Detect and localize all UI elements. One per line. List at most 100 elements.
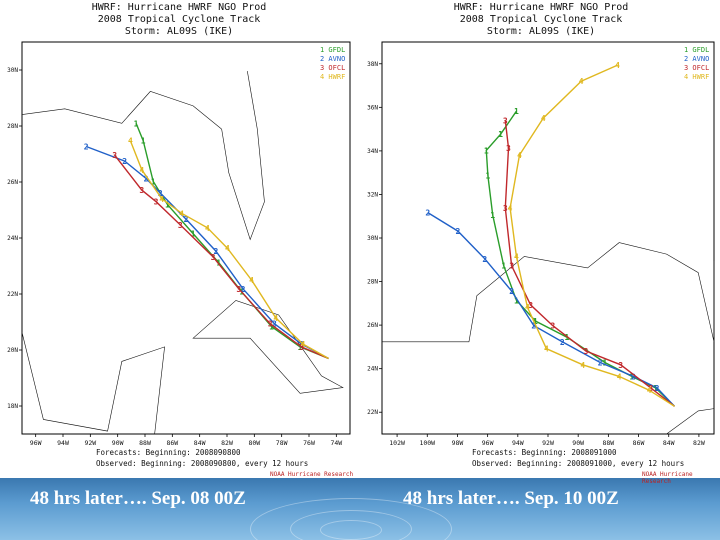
slide-background-water	[0, 478, 720, 540]
credit-text: NOAA Hurricane Research	[270, 471, 354, 478]
y-tick-label: 26N	[7, 179, 18, 186]
track-point-avno: 2	[184, 215, 189, 224]
track-point-avno: 2	[84, 143, 89, 152]
x-tick-label: 102W	[389, 439, 405, 447]
water-ripple	[320, 520, 382, 540]
track-point-hwrf: 4	[514, 252, 519, 261]
x-tick-label: 88W	[139, 439, 151, 447]
chart-title-line-2: 2008 Tropical Cyclone Track	[97, 14, 261, 25]
track-point-gfdl: 1	[165, 201, 170, 210]
cuba-outline	[666, 408, 715, 435]
x-tick-label: 82W	[221, 439, 233, 447]
x-tick-label: 92W	[84, 439, 96, 447]
track-line-avno	[427, 212, 676, 407]
track-point-ofcl: 3	[648, 384, 653, 393]
x-tick-label: 98W	[452, 439, 464, 447]
x-tick-label: 96W	[482, 439, 494, 447]
track-point-hwrf: 4	[617, 372, 622, 381]
track-point-gfdl: 1	[501, 262, 506, 271]
track-point-ofcl: 3	[503, 204, 508, 213]
track-point-gfdl: 1	[269, 323, 274, 332]
forecast-start-text: Forecasts: Beginning: 2008090800	[96, 448, 241, 457]
x-tick-label: 86W	[166, 439, 178, 447]
track-point-ofcl: 3	[211, 253, 216, 262]
track-point-ofcl: 3	[509, 262, 514, 271]
track-point-avno: 2	[531, 322, 536, 331]
track-point-hwrf: 4	[525, 303, 530, 312]
y-tick-label: 28N	[367, 279, 378, 286]
legend-entry: 1 GFDL	[684, 46, 709, 54]
chart-title-line-3: Storm: AL09S (IKE)	[124, 26, 234, 37]
track-point-hwrf: 4	[544, 345, 549, 354]
track-point-ofcl: 3	[268, 320, 273, 329]
track-point-avno: 2	[482, 255, 487, 264]
coastline-group	[382, 242, 715, 435]
track-point-hwrf: 4	[225, 244, 230, 253]
track-point-ofcl: 3	[506, 144, 511, 153]
x-tick-label: 84W	[663, 439, 675, 447]
caption-right: 48 hrs later…. Sep. 10 00Z	[403, 488, 619, 509]
track-point-hwrf: 4	[580, 361, 585, 370]
x-tick-label: 78W	[276, 439, 288, 447]
observed-start-text: Observed: Beginning: 2008091000, every 1…	[472, 459, 685, 468]
x-tick-label: 84W	[194, 439, 206, 447]
track-point-gfdl: 1	[490, 211, 495, 220]
track-point-hwrf: 4	[508, 204, 513, 213]
track-point-ofcl: 3	[618, 361, 623, 370]
track-point-ofcl: 3	[139, 186, 144, 195]
track-point-gfdl: 1	[498, 130, 503, 139]
y-tick-label: 28N	[7, 123, 18, 130]
chart-title-line-2: 2008 Tropical Cyclone Track	[459, 14, 623, 25]
track-chart-right: HWRF: Hurricane HWRF NGO Prod 2008 Tropi…	[362, 0, 720, 485]
x-tick-label: 80W	[248, 439, 260, 447]
plot-frame	[21, 41, 351, 435]
track-point-ofcl: 3	[503, 116, 508, 125]
y-tick-label: 30N	[7, 67, 18, 74]
track-point-hwrf: 4	[517, 151, 522, 160]
coastline-path	[21, 70, 265, 241]
track-point-gfdl: 1	[653, 384, 658, 393]
y-tick-label: 36N	[367, 104, 378, 111]
track-point-hwrf: 4	[273, 314, 278, 323]
track-point-gfdl: 1	[514, 296, 519, 305]
track-map-svg: 102W 100W 98W 96W 94W 92W 90W 88W 86W 84W 82W 38N 36…	[367, 41, 715, 447]
track-point-ofcl: 3	[236, 285, 241, 294]
x-tick-label: 96W	[30, 439, 42, 447]
y-tick-label: 38N	[367, 61, 378, 68]
track-point-gfdl: 1	[484, 146, 489, 155]
x-tick-label: 92W	[542, 439, 554, 447]
legend-entry: 4 HWRF	[684, 73, 709, 81]
track-point-gfdl: 1	[533, 317, 538, 326]
track-line-ofcl	[504, 120, 675, 407]
y-tick-label: 24N	[7, 235, 18, 242]
track-point-ofcl: 3	[584, 347, 589, 356]
track-point-gfdl: 1	[151, 177, 156, 186]
x-tick-label: 94W	[512, 439, 524, 447]
track-point-hwrf: 4	[128, 137, 133, 146]
track-point-avno: 2	[158, 189, 163, 198]
cuba-outline	[192, 300, 344, 394]
track-point-gfdl: 1	[486, 172, 491, 181]
track-point-hwrf: 4	[205, 224, 210, 233]
x-tick-label: 88W	[602, 439, 614, 447]
track-point-hwrf: 4	[139, 166, 144, 175]
chart-title-line-3: Storm: AL09S (IKE)	[486, 26, 596, 37]
track-point-ofcl: 3	[178, 221, 183, 230]
coastline-path	[382, 242, 715, 343]
y-tick-label: 24N	[367, 366, 378, 373]
track-map-svg: 96W 94W 92W 90W 88W 86W 84W 82W 80W 78W 76W 74W 30N 2…	[7, 41, 351, 447]
forecast-start-text: Forecasts: Beginning: 2008091000	[472, 448, 617, 457]
track-line-ofcl	[114, 154, 329, 360]
legend-entry: 1 GFDL	[320, 46, 345, 54]
caption-left: 48 hrs later…. Sep. 08 00Z	[30, 488, 246, 509]
track-point-gfdl: 1	[134, 119, 139, 128]
track-point-ofcl: 3	[299, 343, 304, 352]
track-point-hwrf: 4	[159, 195, 164, 204]
y-tick-label: 22N	[7, 291, 18, 298]
y-tick-label: 34N	[367, 148, 378, 155]
track-point-avno: 2	[631, 372, 636, 381]
x-tick-label: 90W	[572, 439, 584, 447]
coastline-group	[21, 70, 344, 435]
yucatan-outline	[21, 332, 165, 435]
plot-frame	[381, 41, 715, 435]
